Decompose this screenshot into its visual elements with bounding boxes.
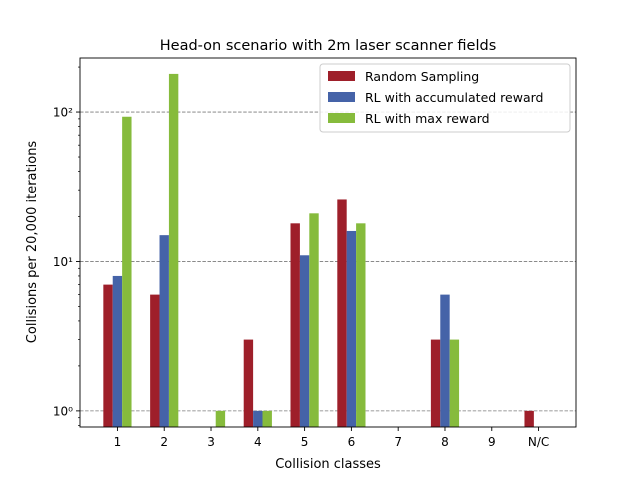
y-axis-label: Collisions per 20,000 iterations: [25, 141, 40, 344]
bar: [356, 223, 366, 427]
y-tick-label: 10¹: [53, 255, 73, 269]
legend-box: [319, 63, 571, 133]
legend: Random Sampling RL with accumulated rewar…: [319, 63, 571, 133]
chart-title: Head-on scenario with 2m laser scanner f…: [160, 38, 497, 54]
bar: [290, 223, 300, 427]
bar: [122, 116, 132, 427]
bar: [299, 255, 310, 427]
bar: [430, 339, 441, 427]
legend-label: RL with max reward: [365, 111, 490, 126]
bar: [337, 199, 347, 427]
bar: [309, 213, 319, 427]
legend-label: RL with accumulated reward: [365, 90, 543, 105]
x-tick-label: 1: [114, 435, 122, 449]
x-tick-label: 5: [301, 435, 309, 449]
x-tick-label: 3: [207, 435, 215, 449]
legend-swatch: [328, 92, 355, 102]
bar: [253, 410, 263, 427]
x-tick-label: 4: [254, 435, 262, 449]
x-axis: 1 2 3 4 5 6 7 8 9 N/C: [114, 427, 549, 449]
x-tick-label: 7: [394, 435, 402, 449]
y-tick-label: 10⁰: [53, 404, 73, 418]
bar: [524, 410, 534, 427]
bar: [215, 410, 226, 427]
y-tick-label: 10²: [53, 106, 73, 120]
bar: [150, 294, 160, 427]
x-tick-label: 9: [488, 435, 496, 449]
x-axis-label: Collision classes: [275, 457, 381, 472]
legend-label: Random Sampling: [365, 69, 479, 84]
plot-frame: [79, 57, 577, 428]
bar: [112, 275, 123, 427]
bar: [243, 339, 254, 427]
legend-swatch: [328, 113, 355, 123]
x-tick-label: 6: [348, 435, 356, 449]
bar: [449, 339, 460, 427]
bar: [103, 284, 113, 427]
bar: [168, 73, 179, 428]
legend-swatch: [328, 71, 355, 81]
bar: [346, 230, 357, 427]
y-axis: 10⁰ 10¹ 10²: [53, 66, 80, 426]
x-tick-label: 8: [441, 435, 449, 449]
bar: [159, 235, 169, 427]
x-tick-label: 2: [160, 435, 168, 449]
bar: [440, 294, 450, 427]
x-tick-label: N/C: [528, 435, 549, 449]
bar: [262, 410, 272, 427]
bars: [103, 73, 534, 428]
